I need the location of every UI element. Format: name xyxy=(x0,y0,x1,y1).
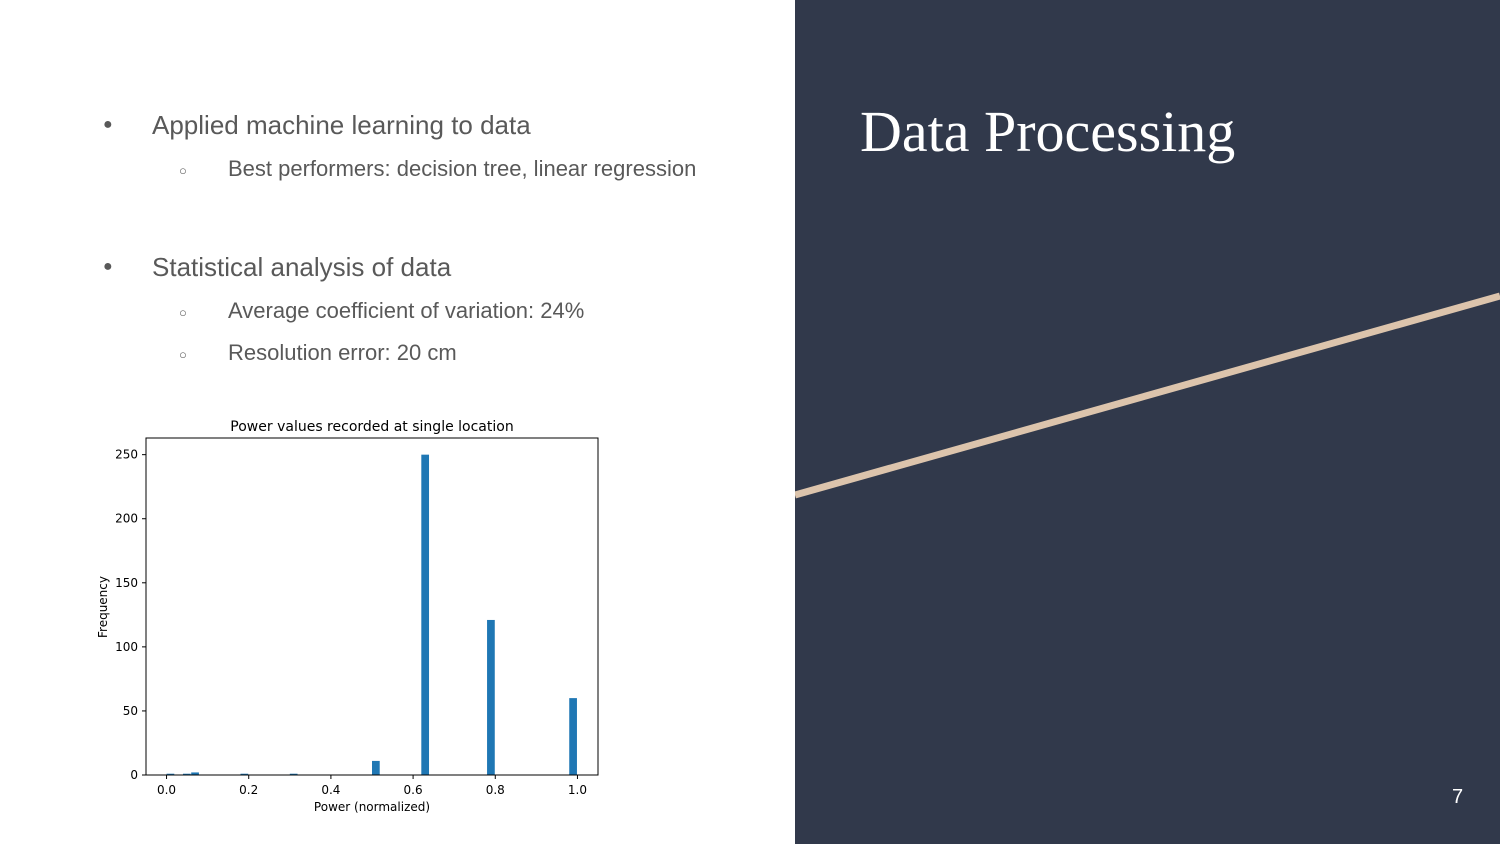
sub-bullet-icon: ○ xyxy=(179,163,187,178)
y-tick-label: 0 xyxy=(130,768,138,782)
plot-frame xyxy=(145,437,599,776)
x-tick-label: 0.0 xyxy=(157,783,176,797)
y-tick-label: 250 xyxy=(115,448,138,462)
chart-title: Power values recorded at single location xyxy=(230,419,513,435)
histogram-bar xyxy=(289,773,298,775)
x-tick-label: 0.8 xyxy=(486,783,505,797)
x-tick-label: 1.0 xyxy=(568,783,587,797)
page-number: 7 xyxy=(1452,786,1464,808)
x-tick-label: 0.4 xyxy=(321,783,340,797)
histogram-chart: Power values recorded at single location… xyxy=(96,419,599,814)
histogram-bar xyxy=(421,454,430,775)
y-tick-label: 200 xyxy=(115,512,138,526)
sub-bullet-text: Average coefficient of variation: 24% xyxy=(228,298,585,323)
slide-title: Data Processing xyxy=(860,99,1236,164)
histogram-bar xyxy=(191,772,199,775)
content-panel: ● Applied machine learning to data ○ Bes… xyxy=(96,110,697,814)
y-axis-label: Frequency xyxy=(96,576,110,638)
bullet-icon: ● xyxy=(103,116,113,133)
bullet-text: Applied machine learning to data xyxy=(152,110,531,140)
sub-bullet-icon: ○ xyxy=(179,305,187,320)
title-panel xyxy=(795,0,1500,844)
x-axis-label: Power (normalized) xyxy=(314,800,430,814)
y-tick-label: 150 xyxy=(115,576,138,590)
histogram-bar xyxy=(487,619,495,775)
histogram-bar xyxy=(166,773,175,775)
histogram-bar xyxy=(240,773,249,775)
histogram-bar xyxy=(569,698,577,775)
bullet-text: Statistical analysis of data xyxy=(152,252,452,282)
y-tick-label: 50 xyxy=(123,704,138,718)
sub-bullet-icon: ○ xyxy=(179,347,187,362)
bullet-icon: ● xyxy=(103,258,113,275)
x-tick-label: 0.2 xyxy=(239,783,258,797)
sub-bullet-text: Best performers: decision tree, linear r… xyxy=(228,156,697,181)
histogram-bar xyxy=(182,773,191,775)
histogram-bar xyxy=(372,760,380,775)
sub-bullet-text: Resolution error: 20 cm xyxy=(228,340,457,365)
accent-line xyxy=(795,292,1500,499)
y-tick-label: 100 xyxy=(115,640,138,654)
x-tick-label: 0.6 xyxy=(404,783,423,797)
